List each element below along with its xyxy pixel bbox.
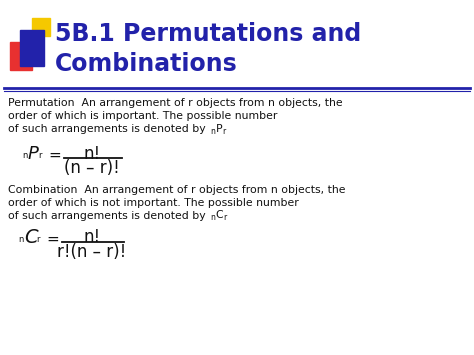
Text: 5B.1 Permutations and: 5B.1 Permutations and xyxy=(55,22,361,46)
Text: of such arrangements is denoted by: of such arrangements is denoted by xyxy=(8,211,209,221)
Text: Combinations: Combinations xyxy=(55,52,238,76)
Text: n: n xyxy=(18,235,23,244)
Bar xyxy=(10,42,32,70)
Text: n: n xyxy=(210,126,215,136)
Text: Permutation  An arrangement of r objects from n objects, the: Permutation An arrangement of r objects … xyxy=(8,98,343,108)
Text: r!(n – r)!: r!(n – r)! xyxy=(57,243,127,261)
Text: n!: n! xyxy=(83,145,100,163)
Bar xyxy=(20,30,44,66)
Text: n: n xyxy=(22,151,27,160)
Text: order of which is important. The possible number: order of which is important. The possibl… xyxy=(8,111,277,121)
Text: order of which is not important. The possible number: order of which is not important. The pos… xyxy=(8,198,299,208)
Text: P: P xyxy=(216,124,222,133)
Text: r: r xyxy=(222,126,226,136)
Text: of such arrangements is denoted by: of such arrangements is denoted by xyxy=(8,124,209,134)
Text: (n – r)!: (n – r)! xyxy=(64,159,120,177)
Bar xyxy=(32,18,50,36)
Text: C: C xyxy=(24,228,37,247)
Text: r: r xyxy=(38,151,42,160)
Text: P: P xyxy=(28,145,39,163)
Text: =: = xyxy=(48,148,61,163)
Text: n: n xyxy=(210,213,215,223)
Text: C: C xyxy=(216,211,223,220)
Text: Combination  An arrangement of r objects from n objects, the: Combination An arrangement of r objects … xyxy=(8,185,346,195)
Text: =: = xyxy=(46,232,59,247)
Text: n!: n! xyxy=(83,228,100,246)
Text: r: r xyxy=(36,235,39,244)
Text: r: r xyxy=(223,213,226,223)
